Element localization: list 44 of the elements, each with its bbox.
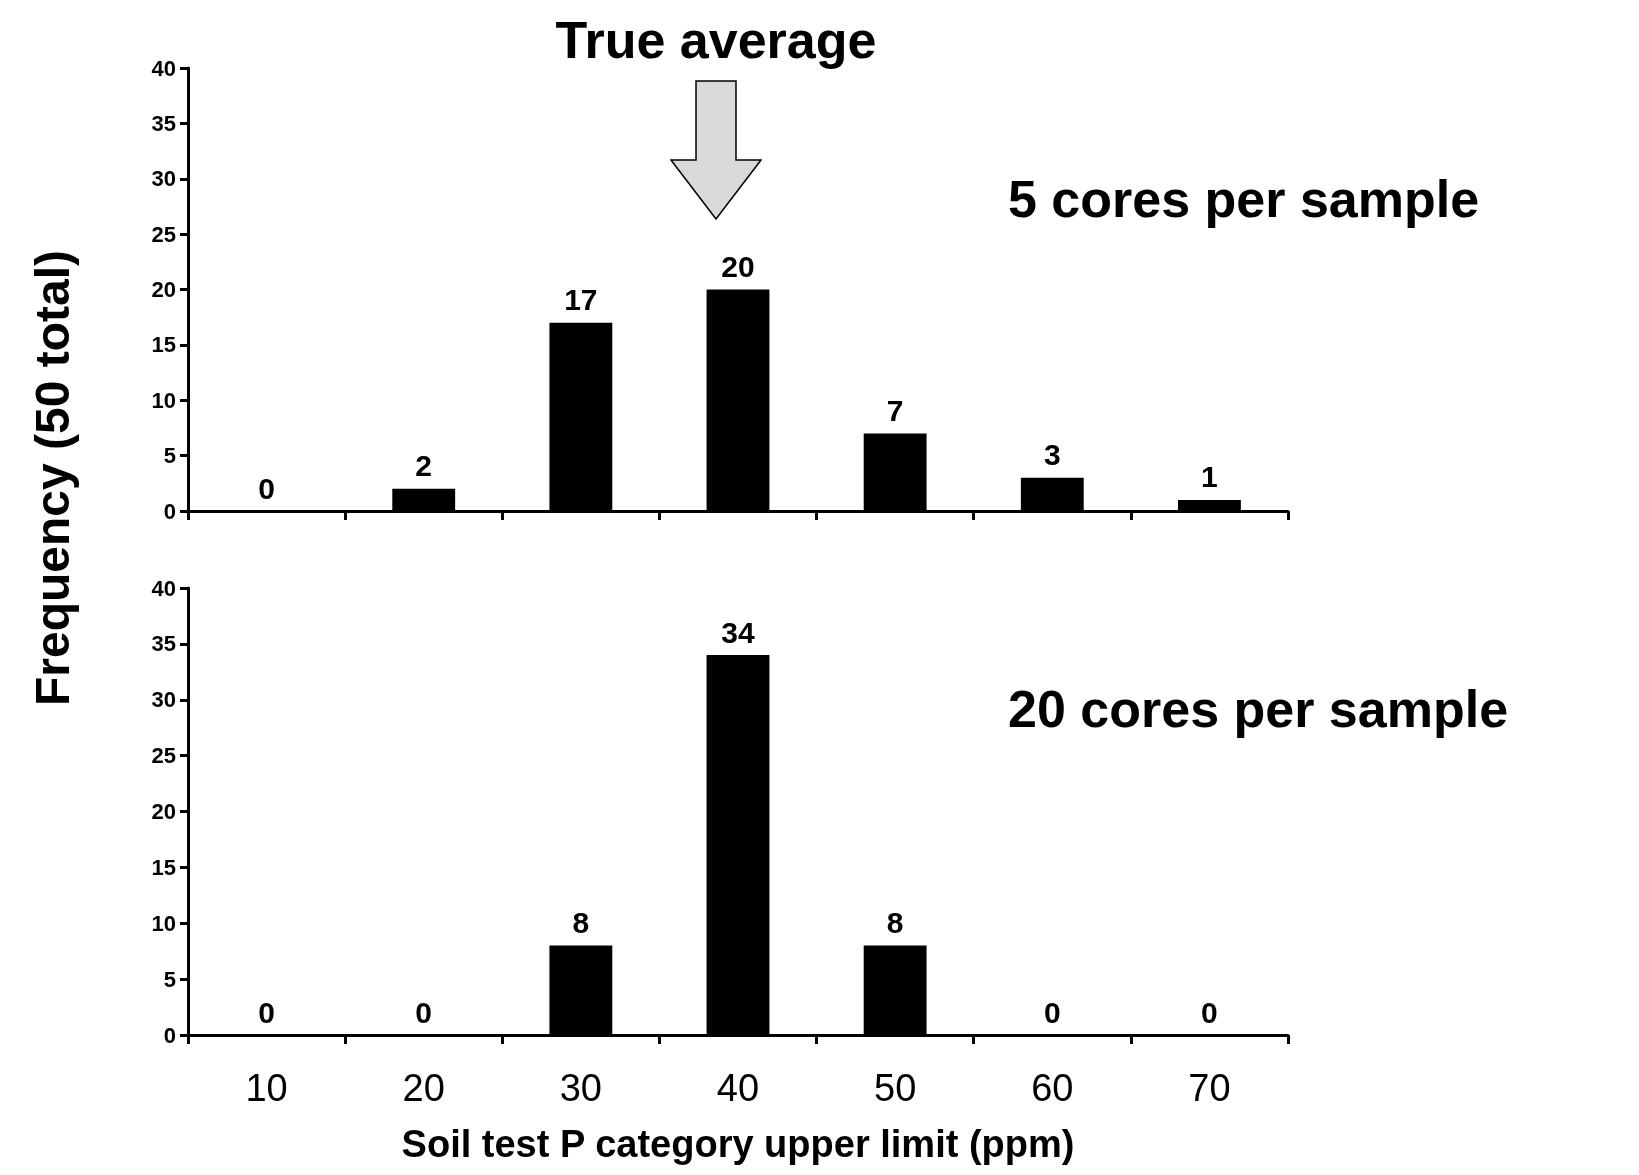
data-label: 0 bbox=[258, 471, 275, 505]
y-tick-label: 10 bbox=[151, 387, 176, 413]
data-label: 1 bbox=[1201, 460, 1218, 494]
data-label: 8 bbox=[886, 906, 904, 940]
x-tick-label: 30 bbox=[559, 1067, 602, 1109]
data-label: 0 bbox=[1043, 995, 1061, 1029]
data-label: 7 bbox=[886, 393, 904, 427]
data-label: 3 bbox=[1043, 438, 1061, 472]
y-tick-label: 35 bbox=[151, 110, 176, 136]
y-tick-label: 5 bbox=[163, 443, 176, 469]
annotation: 20 cores per sample bbox=[1008, 680, 1509, 738]
y-tick-label: 25 bbox=[151, 221, 176, 247]
data-label: 20 bbox=[721, 250, 755, 283]
y-tick-label: 40 bbox=[151, 55, 176, 81]
y-axis-title: Frequency (50 total) bbox=[25, 248, 80, 709]
x-tick-label: 40 bbox=[716, 1067, 760, 1109]
y-tick-label: 10 bbox=[151, 910, 176, 936]
y-tick-label: 20 bbox=[151, 799, 176, 824]
data-label: 0 bbox=[258, 995, 275, 1029]
x-tick-label: 20 bbox=[402, 1067, 445, 1109]
y-tick-label: 0 bbox=[163, 1022, 176, 1048]
y-tick-label: 15 bbox=[151, 854, 176, 880]
data-label: 17 bbox=[564, 283, 598, 317]
chart-title: True average bbox=[554, 10, 878, 70]
y-tick-label: 30 bbox=[151, 687, 176, 713]
x-tick-label: 10 bbox=[245, 1067, 288, 1109]
y-tick-label: 20 bbox=[151, 277, 176, 302]
x-tick-label: 60 bbox=[1031, 1067, 1074, 1109]
y-tick-label: 35 bbox=[151, 631, 176, 657]
x-axis-title: Soil test P category upper limit (ppm) bbox=[401, 1123, 1075, 1165]
x-tick-label: 70 bbox=[1188, 1067, 1231, 1109]
data-label: 2 bbox=[415, 449, 433, 483]
y-tick-label: 40 bbox=[151, 575, 176, 601]
data-label: 0 bbox=[415, 995, 433, 1029]
data-label: 34 bbox=[721, 615, 755, 649]
data-label: 8 bbox=[572, 906, 590, 940]
annotation: 5 cores per sample bbox=[1008, 170, 1480, 228]
x-tick-label: 50 bbox=[874, 1067, 917, 1109]
y-tick-label: 30 bbox=[151, 166, 176, 192]
y-tick-label: 0 bbox=[163, 498, 176, 524]
y-tick-label: 25 bbox=[151, 743, 176, 769]
y-tick-label: 5 bbox=[163, 966, 176, 992]
data-label: 0 bbox=[1201, 995, 1218, 1029]
y-tick-label: 15 bbox=[151, 332, 176, 358]
